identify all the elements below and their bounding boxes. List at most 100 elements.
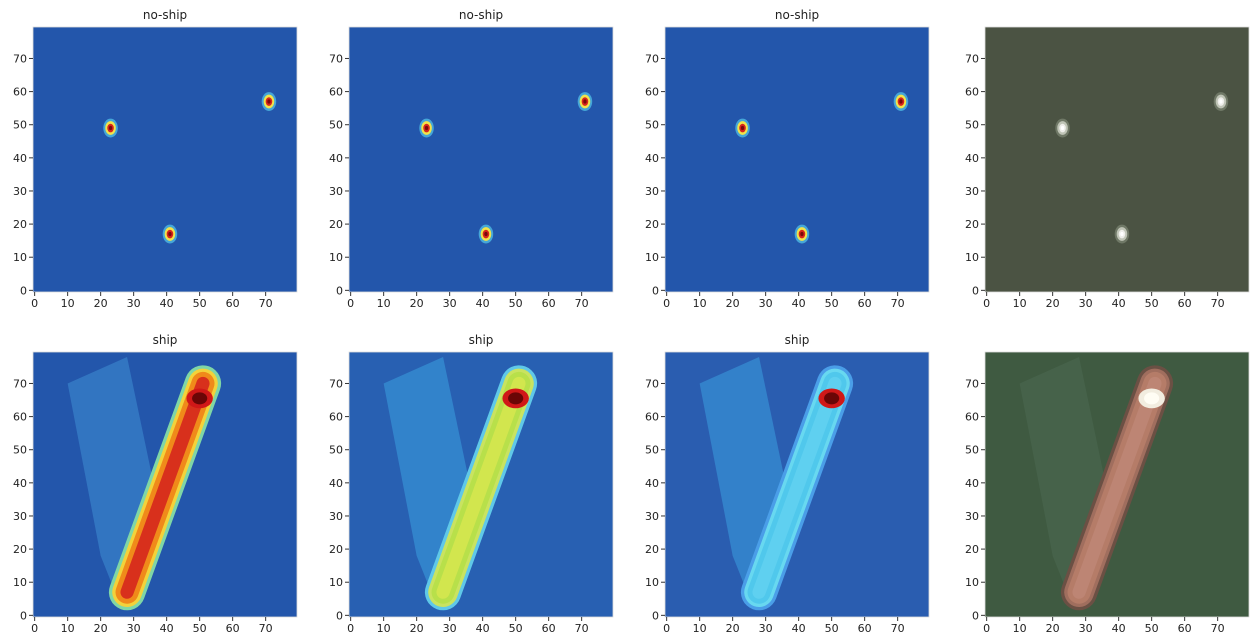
y-tick-label: 20 (965, 543, 979, 556)
y-tick-label: 0 (652, 284, 659, 297)
x-tick-label: 60 (226, 297, 240, 310)
x-tick-label: 50 (193, 297, 207, 310)
x-tick-label: 50 (825, 297, 839, 310)
y-tick-label: 20 (13, 543, 27, 556)
x-tick-label: 0 (983, 297, 990, 310)
x-tick-label: 10 (1013, 622, 1027, 634)
y-tick-label: 50 (645, 444, 659, 457)
y-tick-label: 20 (329, 218, 343, 231)
y-tick-label: 10 (329, 576, 343, 589)
y-tick-label: 0 (652, 609, 659, 622)
y-tick-label: 60 (645, 86, 659, 99)
x-tick-label: 70 (575, 622, 589, 634)
y-tick-label: 70 (329, 377, 343, 390)
y-tick-label: 70 (645, 377, 659, 390)
x-tick-label: 60 (858, 297, 872, 310)
figure: no-ship010203040506070010203040506070no-… (0, 0, 1251, 634)
y-tick-label: 30 (13, 185, 27, 198)
y-tick-label: 0 (972, 284, 979, 297)
y-tick-label: 10 (965, 576, 979, 589)
y-tick-label: 70 (13, 52, 27, 65)
y-tick-label: 50 (329, 119, 343, 132)
x-tick-label: 0 (31, 622, 38, 634)
y-tick-label: 10 (645, 576, 659, 589)
x-tick-label: 60 (226, 622, 240, 634)
x-tick-label: 60 (542, 297, 556, 310)
y-tick-label: 30 (645, 185, 659, 198)
bright-spot (583, 99, 586, 103)
x-tick-label: 20 (726, 297, 740, 310)
y-tick-label: 60 (13, 411, 27, 424)
image (33, 27, 297, 292)
y-tick-label: 70 (329, 52, 343, 65)
subplot-title: ship (469, 333, 494, 347)
y-tick-label: 20 (645, 543, 659, 556)
x-tick-label: 0 (347, 297, 354, 310)
x-tick-label: 20 (1046, 297, 1060, 310)
x-tick-label: 40 (792, 622, 806, 634)
y-tick-label: 60 (329, 411, 343, 424)
x-tick-label: 0 (663, 622, 670, 634)
y-tick-label: 50 (965, 444, 979, 457)
y-tick-label: 0 (20, 284, 27, 297)
x-tick-label: 40 (160, 622, 174, 634)
x-tick-label: 40 (476, 622, 490, 634)
x-tick-label: 70 (891, 297, 905, 310)
x-tick-label: 30 (443, 622, 457, 634)
x-tick-label: 30 (443, 297, 457, 310)
x-tick-label: 60 (858, 622, 872, 634)
subplot-title: ship (785, 333, 810, 347)
image (985, 27, 1249, 292)
image-background (349, 27, 613, 292)
y-tick-label: 40 (13, 152, 27, 165)
bright-spot (899, 99, 902, 103)
image (665, 27, 929, 292)
bright-spot (168, 232, 171, 236)
x-tick-label: 40 (1112, 622, 1126, 634)
x-tick-label: 10 (61, 297, 75, 310)
x-tick-label: 40 (1112, 297, 1126, 310)
y-tick-label: 10 (13, 251, 27, 264)
y-tick-label: 30 (965, 510, 979, 523)
ship-spot (192, 392, 207, 404)
image-background (665, 27, 929, 292)
subplot-title: no-ship (775, 8, 819, 22)
x-tick-label: 70 (259, 622, 273, 634)
y-tick-label: 40 (645, 152, 659, 165)
x-tick-label: 0 (31, 297, 38, 310)
bright-spot (800, 232, 803, 236)
y-tick-label: 70 (645, 52, 659, 65)
y-tick-label: 40 (329, 152, 343, 165)
bright-spot (1061, 126, 1064, 130)
y-tick-label: 30 (329, 510, 343, 523)
subplot-title: ship (153, 333, 178, 347)
x-tick-label: 50 (1145, 622, 1159, 634)
y-tick-label: 70 (965, 52, 979, 65)
x-tick-label: 20 (94, 622, 108, 634)
x-tick-label: 30 (759, 622, 773, 634)
x-tick-label: 10 (61, 622, 75, 634)
bright-spot (741, 126, 744, 130)
ship-spot (1144, 392, 1159, 404)
y-tick-label: 50 (965, 119, 979, 132)
y-tick-label: 0 (336, 609, 343, 622)
y-tick-label: 0 (972, 609, 979, 622)
y-tick-label: 30 (13, 510, 27, 523)
y-tick-label: 70 (965, 377, 979, 390)
y-tick-label: 40 (965, 477, 979, 490)
y-tick-label: 60 (13, 86, 27, 99)
y-tick-label: 20 (645, 218, 659, 231)
bright-spot (1219, 99, 1222, 103)
x-tick-label: 70 (575, 297, 589, 310)
y-tick-label: 30 (645, 510, 659, 523)
image-background (985, 27, 1249, 292)
bright-spot (484, 232, 487, 236)
x-tick-label: 30 (1079, 297, 1093, 310)
y-tick-label: 50 (13, 444, 27, 457)
x-tick-label: 50 (1145, 297, 1159, 310)
x-tick-label: 10 (377, 297, 391, 310)
x-tick-label: 40 (476, 297, 490, 310)
